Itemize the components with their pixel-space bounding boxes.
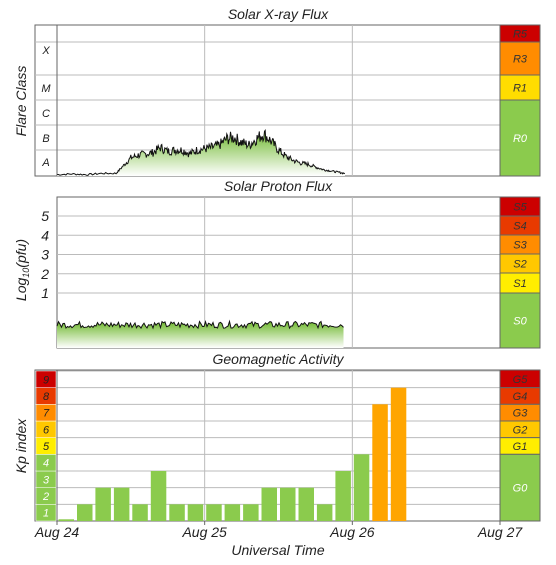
xray-title: Solar X-ray Flux [228, 6, 329, 22]
r-scale-label-R5: R5 [513, 29, 528, 41]
kp-title: Geomagnetic Activity [213, 351, 345, 367]
kp-bars [58, 387, 407, 521]
s-scale-label-S3: S3 [513, 240, 527, 252]
g-scale-label-G1: G1 [513, 441, 528, 453]
kp-bar [206, 504, 222, 521]
x-axis-label: Universal Time [231, 542, 324, 558]
proton-tick-1: 1 [41, 285, 49, 301]
proton-y-ticks: 1 2 3 4 5 [40, 208, 49, 301]
xray-class-C: C [42, 108, 50, 120]
xray-ylabel: Flare Class [13, 66, 29, 137]
kp-g-scale: G5 G4 G3 G2 G1 G0 [499, 369, 541, 522]
xray-class-A: A [41, 157, 49, 169]
kp-bar [77, 504, 93, 521]
kp-level-label-3: 3 [43, 474, 50, 486]
g-scale-label-G0: G0 [513, 483, 529, 495]
xray-panel: Solar X-ray Flux AB C M X R5 R3 R1 R0 Flare Cl… [13, 6, 541, 177]
xray-class-B: B [42, 133, 49, 145]
kp-bar [243, 504, 259, 521]
proton-tick-2: 2 [40, 266, 49, 282]
x-tick-Aug-25: Aug 25 [181, 524, 227, 540]
xray-class-M: M [41, 83, 51, 95]
kp-level-label-8: 8 [43, 391, 50, 403]
proton-flux-line [56, 319, 344, 330]
kp-bar [353, 454, 370, 521]
proton-ylabel: Log10(pfu) [13, 239, 31, 301]
kp-level-label-6: 6 [43, 424, 50, 436]
kp-level-label-4: 4 [43, 458, 49, 470]
proton-s-scale: S5 S4 S3 S2 S1 S0 [499, 196, 541, 349]
kp-bar [132, 504, 148, 521]
kp-level-9 [35, 370, 57, 388]
kp-bar [58, 519, 74, 521]
kp-level-label-9: 9 [43, 374, 49, 386]
xray-class-X: X [41, 45, 50, 57]
xray-r-scale: R5 R3 R1 R0 [499, 24, 541, 177]
s-scale-label-S0: S0 [513, 316, 527, 328]
kp-bar [187, 504, 204, 521]
kp-bar [335, 471, 351, 521]
kp-bar [261, 487, 277, 521]
proton-panel: Solar Proton Flux 1 2 3 4 5 S5 S4 S3 S2 S1 S0 Log… [13, 178, 541, 349]
proton-area-fill [57, 321, 344, 348]
kp-level-column: 1 2 3 4 5 6 7 8 9 [35, 370, 57, 522]
xray-flux-line [56, 129, 345, 176]
r-scale-label-R0: R0 [513, 133, 528, 145]
s-scale-label-S4: S4 [513, 221, 526, 233]
kp-bar [390, 387, 407, 521]
g-scale-G0 [499, 453, 541, 522]
r-scale-R0 [499, 99, 541, 177]
kp-bar [280, 487, 296, 521]
kp-bar [224, 504, 241, 521]
kp-bar [113, 487, 130, 521]
kp-level-label-7: 7 [43, 408, 50, 420]
proton-tick-4: 4 [41, 227, 49, 243]
x-tick-Aug-27: Aug 27 [477, 524, 524, 540]
xray-area-fill [57, 130, 345, 176]
g-scale-label-G5: G5 [513, 374, 529, 386]
kp-bar [372, 404, 388, 521]
proton-gridlines [57, 197, 500, 348]
xray-series [56, 129, 345, 176]
proton-tick-3: 3 [41, 247, 49, 263]
kp-level-label-2: 2 [42, 491, 49, 503]
x-tick-Aug-26: Aug 26 [329, 524, 375, 540]
r-scale-label-R1: R1 [513, 83, 527, 95]
g-scale-label-G3: G3 [513, 408, 529, 420]
kp-bar [169, 504, 185, 521]
xray-class-column: AB C M X [41, 45, 51, 169]
s-scale-label-S1: S1 [513, 278, 526, 290]
g-scale-label-G4: G4 [513, 391, 528, 403]
proton-title: Solar Proton Flux [224, 178, 333, 194]
g-scale-label-G2: G2 [513, 424, 528, 436]
kp-gridlines [35, 370, 500, 521]
kp-bar [150, 471, 167, 521]
proton-tick-5: 5 [41, 208, 49, 224]
kp-bar [316, 504, 333, 521]
proton-series [56, 319, 344, 348]
kp-level-label-1: 1 [43, 508, 49, 520]
x-tick-Aug-24: Aug 24 [34, 524, 80, 540]
s-scale-label-S5: S5 [513, 202, 527, 214]
r-scale-R3 [499, 41, 541, 76]
s-scale-S0 [499, 292, 541, 349]
kp-bar [95, 487, 111, 521]
kp-bar [298, 487, 314, 521]
proton-frame [56, 196, 541, 349]
s-scale-label-S2: S2 [513, 259, 526, 271]
x-axis-ticks: Aug 24 Aug 25 Aug 26 Aug 27 [34, 521, 524, 540]
r-scale-label-R3: R3 [513, 54, 528, 66]
kp-level-label-5: 5 [43, 441, 50, 453]
r-scale-R1 [499, 74, 541, 101]
kp-ylabel: Kp index [13, 418, 29, 473]
